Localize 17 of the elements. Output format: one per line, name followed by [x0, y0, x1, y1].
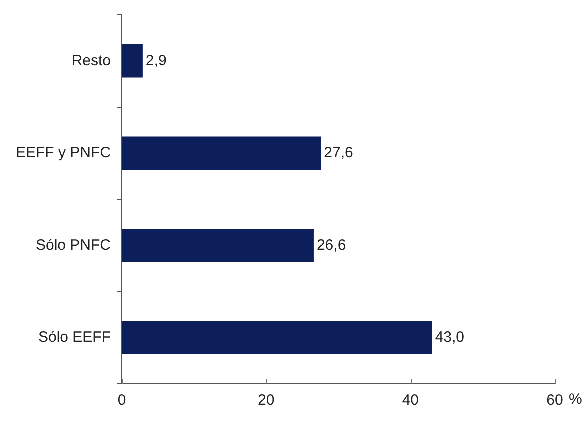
bar [122, 321, 432, 354]
y-tick-label: Sólo PNFC [36, 236, 112, 254]
bar [122, 136, 322, 170]
x-tick-label: 40 [402, 392, 420, 410]
data-label: 26,6 [316, 236, 346, 254]
bar [122, 229, 314, 262]
x-tick-label: 0 [118, 392, 126, 410]
data-label: 2,9 [146, 52, 167, 70]
bar [122, 44, 143, 78]
data-label: 43,0 [435, 329, 465, 346]
data-label: 27,6 [324, 144, 354, 162]
x-tick-label: 60 [546, 392, 564, 410]
y-tick-label: Sólo EEFF [38, 329, 111, 346]
x-axis-title: % [569, 391, 582, 408]
y-tick-label: Resto [72, 52, 111, 70]
x-tick-label: 20 [258, 392, 275, 410]
y-tick-label: EEFF y PNFC [16, 144, 112, 162]
